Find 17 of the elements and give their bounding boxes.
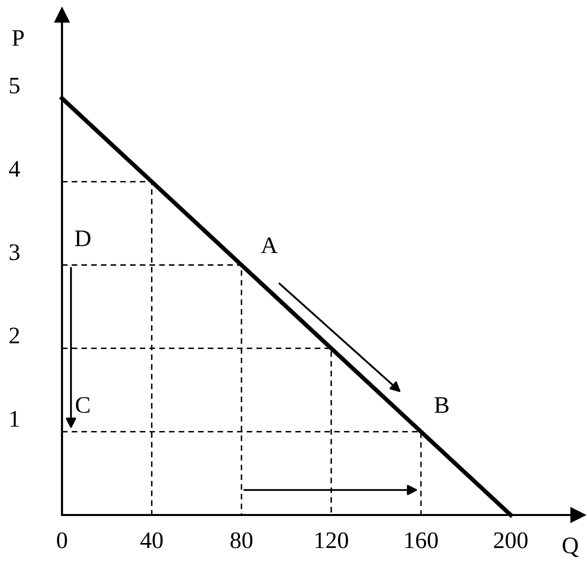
y-tick-label: 5	[10, 78, 20, 94]
y-tick-label: 2	[10, 328, 20, 344]
x-tick-label: 200	[494, 532, 528, 548]
x-tick-label: 40	[140, 532, 163, 548]
y-axis-title: P	[12, 30, 24, 46]
annotation: A	[260, 237, 278, 254]
annotation: C	[76, 397, 90, 413]
x-tick-label: 80	[230, 532, 252, 548]
y-tick-label: 4	[8, 161, 20, 177]
x-tick-label: 0	[56, 532, 68, 548]
x-axis-title: Q	[562, 538, 578, 558]
annotation: D	[74, 230, 90, 246]
y-tick-label: 3	[10, 244, 20, 260]
annotation: B	[434, 397, 449, 413]
x-tick-label: 120	[316, 532, 348, 548]
x-tick-label: 160	[405, 532, 438, 548]
y-tick-label: 1	[10, 411, 19, 427]
